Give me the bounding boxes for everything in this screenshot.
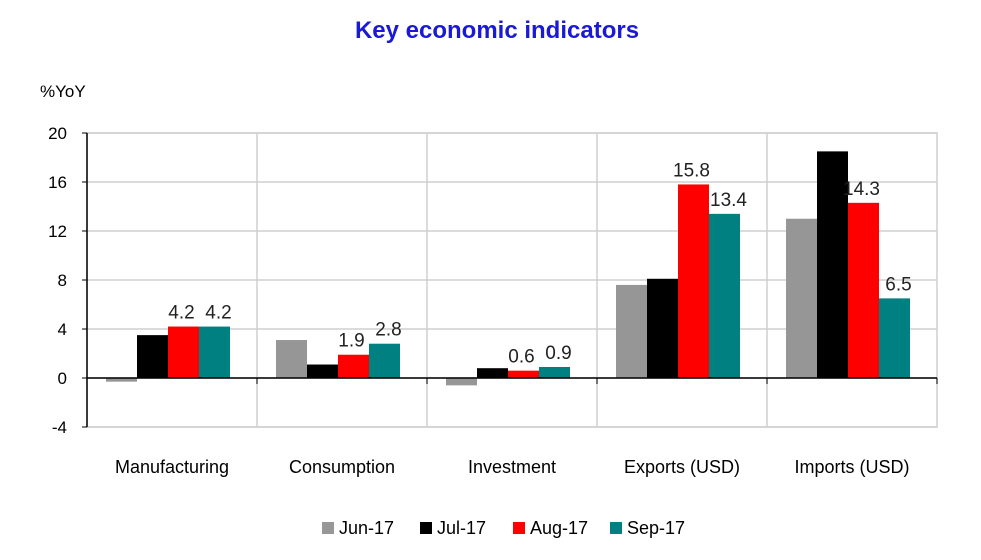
x-tick-label: Manufacturing: [115, 457, 229, 477]
bar-jun-17: [276, 340, 307, 378]
y-tick-label: -4: [52, 418, 67, 437]
bar-jun-17: [446, 378, 477, 386]
bar-jul-17: [647, 278, 678, 378]
legend-swatch-aug-17: [513, 522, 525, 534]
bar-aug-17: [338, 354, 369, 378]
y-tick-label: 20: [48, 124, 67, 143]
y-tick-label: 4: [58, 320, 67, 339]
data-label: 4.2: [205, 303, 231, 324]
bar-sep-17: [369, 343, 400, 378]
chart-title: Key economic indicators: [355, 17, 639, 44]
x-tick-label: Exports (USD): [624, 457, 740, 477]
bar-jul-17: [477, 368, 508, 378]
y-tick-label: 8: [58, 271, 67, 290]
bar-sep-17: [199, 326, 230, 378]
data-label: 2.8: [375, 320, 401, 341]
legend-label: Sep-17: [627, 518, 685, 538]
bar-aug-17: [508, 370, 539, 378]
legend-swatch-jul-17: [420, 522, 432, 534]
bar-sep-17: [539, 366, 570, 378]
y-tick-label: 12: [48, 222, 67, 241]
bar-jun-17: [616, 284, 647, 378]
bar-sep-17: [709, 213, 740, 378]
x-tick-label: Consumption: [289, 457, 395, 477]
x-tick-label: Imports (USD): [794, 457, 909, 477]
legend-label: Jun-17: [339, 518, 394, 538]
bar-aug-17: [678, 184, 709, 378]
legend-swatch-sep-17: [610, 522, 622, 534]
data-label: 0.6: [508, 347, 534, 368]
legend-label: Jul-17: [437, 518, 486, 538]
data-label: 14.3: [843, 179, 880, 200]
bar-jun-17: [786, 218, 817, 378]
bar-sep-17: [879, 298, 910, 378]
x-tick-label: Investment: [468, 457, 556, 477]
bar-jul-17: [307, 364, 338, 378]
data-label: 4.2: [168, 303, 194, 324]
bar-aug-17: [848, 202, 879, 378]
y-tick-label: 16: [48, 173, 67, 192]
bar-jun-17: [106, 378, 137, 382]
legend-label: Aug-17: [530, 518, 588, 538]
data-label: 15.8: [673, 160, 710, 181]
bar-aug-17: [168, 326, 199, 378]
bar-jul-17: [817, 151, 848, 378]
legend-swatch-jun-17: [322, 522, 334, 534]
y-tick-label: 0: [58, 369, 67, 388]
y-axis-label: %YoY: [40, 82, 86, 101]
bar-jul-17: [137, 335, 168, 378]
data-label: 6.5: [885, 274, 911, 295]
data-label: 1.9: [338, 331, 364, 352]
data-label: 0.9: [545, 343, 571, 364]
data-label: 13.4: [710, 190, 747, 211]
